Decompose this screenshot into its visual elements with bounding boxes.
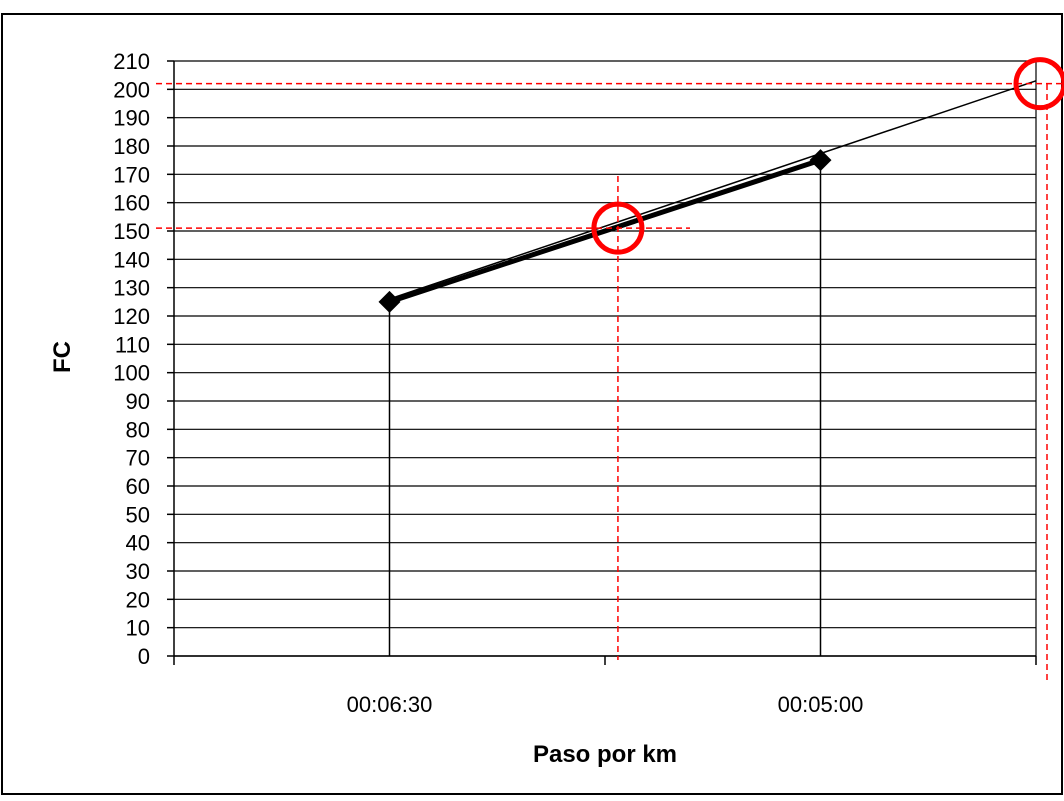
x-tick-label-1: 00:06:30 [347,692,433,717]
grid-layer [174,60,1037,657]
y-tick-label-10: 10 [126,616,150,641]
annotation-circle-1 [591,201,645,255]
y-tick-label-210: 210 [113,49,150,74]
y-tick-label-130: 130 [113,276,150,301]
y-tick-label-0: 0 [138,644,150,669]
y-tick-label-50: 50 [126,502,150,527]
x-tick-label-2: 00:05:00 [778,692,864,717]
trendline [389,80,1037,300]
data-point-2 [809,149,832,172]
y-tick-label-30: 30 [126,559,150,584]
series-line-1 [388,157,822,305]
y-tick-label-120: 120 [113,304,150,329]
y-tick-label-80: 80 [126,417,150,442]
y-tick-label-110: 110 [115,332,150,357]
y-tick-label-20: 20 [126,587,150,612]
y-tick-label-180: 180 [113,134,150,159]
data-point-1 [378,290,401,313]
y-tick-label-40: 40 [126,531,150,556]
y-tick-label-90: 90 [126,389,150,414]
y-tick-label-200: 200 [113,77,150,102]
x-axis-title: Paso por km [533,741,677,768]
y-tick-label-140: 140 [113,247,150,272]
y-tick-label-150: 150 [113,219,150,244]
y-axis-title: FC [49,341,76,373]
y-tick-label-60: 60 [126,474,150,499]
y-tick-label-70: 70 [126,446,150,471]
y-tick-label-100: 100 [113,361,150,386]
annotation-circle-2 [1013,57,1064,111]
y-tick-label-160: 160 [113,191,150,216]
y-tick-label-170: 170 [113,162,150,187]
axis-layer: 0 10 20 30 40 50 60 70 80 90 100 110 120 130 140 150 160… [113,49,1037,717]
mark-layer [156,57,1064,682]
chart-frame [1,13,1063,795]
y-tick-label-190: 190 [113,106,150,131]
